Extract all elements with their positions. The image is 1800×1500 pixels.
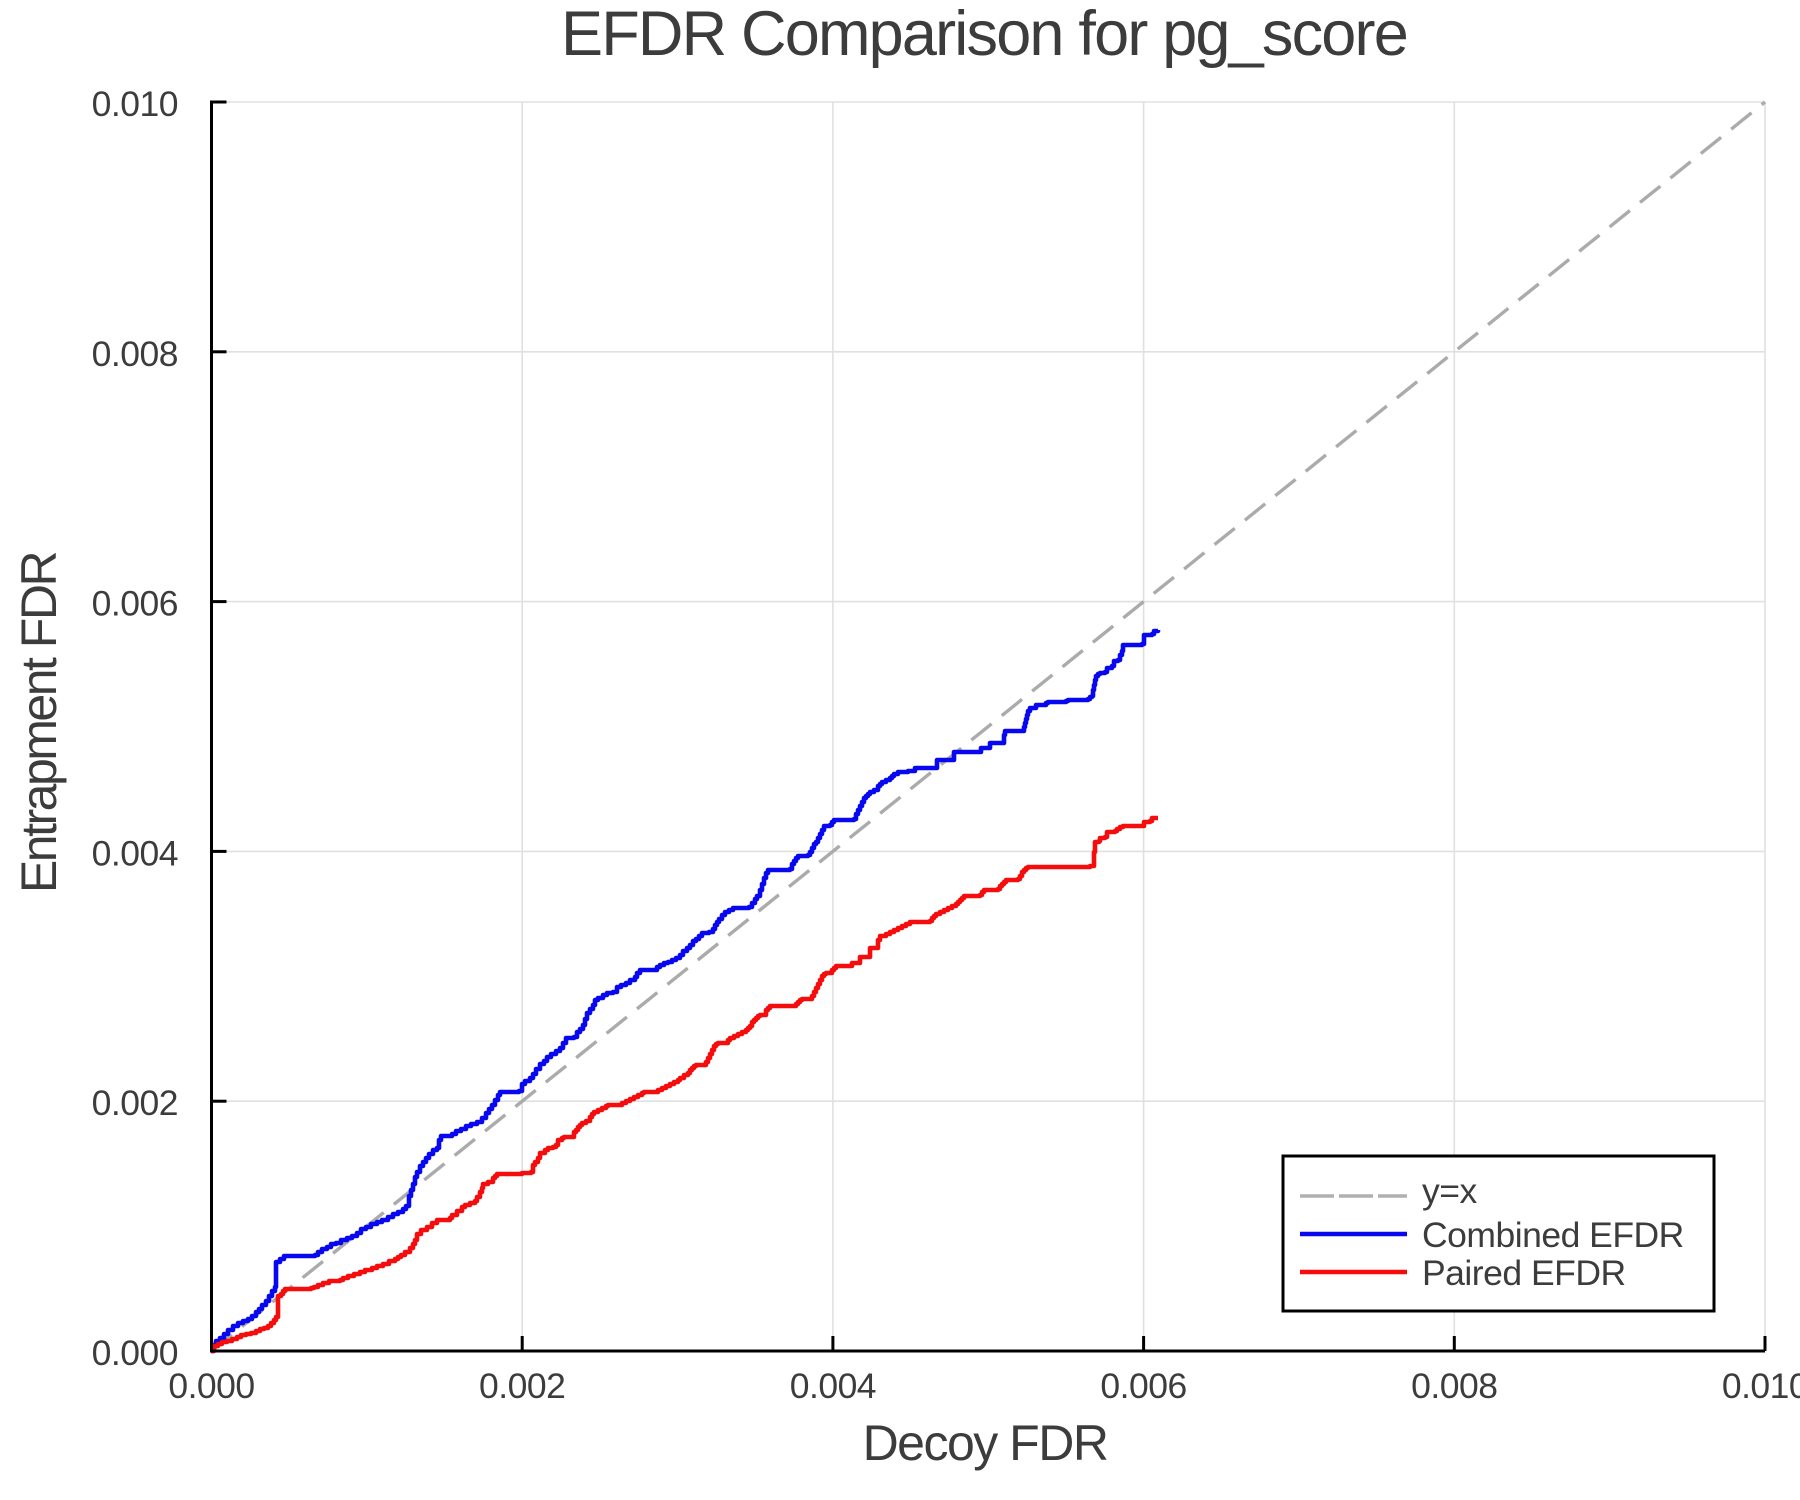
svg-text:0.000: 0.000: [92, 1333, 178, 1373]
svg-text:0.004: 0.004: [790, 1366, 876, 1406]
svg-text:0.006: 0.006: [1100, 1366, 1186, 1406]
svg-text:Entrapment FDR: Entrapment FDR: [11, 553, 67, 894]
svg-text:0.002: 0.002: [479, 1366, 565, 1406]
svg-text:Combined EFDR: Combined EFDR: [1422, 1215, 1684, 1255]
svg-text:0.006: 0.006: [92, 584, 178, 624]
svg-text:0.008: 0.008: [1411, 1366, 1497, 1406]
svg-text:Decoy FDR: Decoy FDR: [863, 1415, 1108, 1471]
svg-text:y=x: y=x: [1422, 1171, 1477, 1211]
svg-text:0.004: 0.004: [92, 833, 178, 873]
svg-text:0.010: 0.010: [92, 84, 178, 124]
svg-text:Paired EFDR: Paired EFDR: [1422, 1253, 1626, 1293]
svg-text:EFDR Comparison for pg_score: EFDR Comparison for pg_score: [561, 0, 1407, 69]
svg-text:0.002: 0.002: [92, 1083, 178, 1123]
svg-text:0.010: 0.010: [1722, 1366, 1800, 1406]
svg-text:0.008: 0.008: [92, 334, 178, 374]
svg-text:0.000: 0.000: [168, 1366, 254, 1406]
